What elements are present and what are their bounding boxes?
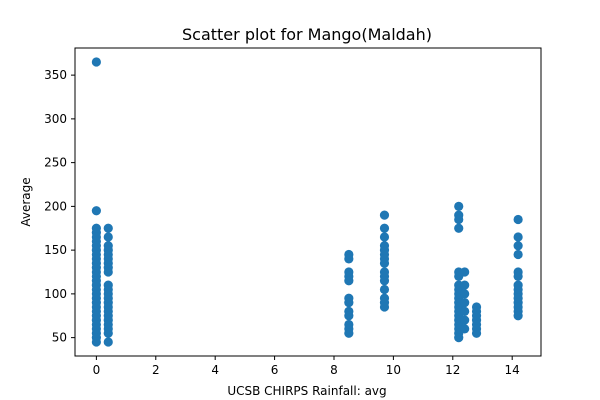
data-point [454,201,464,211]
y-tick-label: 350 [44,68,67,82]
data-point [513,214,523,225]
plot-frame [74,47,542,357]
data-point [471,328,482,338]
y-tick-label: 50 [52,331,67,345]
data-point [379,276,390,286]
y-axis: 50 100 150 200 250 300 350 [44,68,75,345]
data-point [379,258,390,268]
data-point [460,267,470,277]
data-point [460,324,470,334]
x-axis: 0 2 4 6 8 10 12 14 [93,356,520,377]
data-point [513,241,523,251]
data-point [454,333,464,343]
y-tick-label: 250 [44,156,67,170]
y-axis-title: Average [19,177,33,226]
x-tick-label: 14 [505,363,520,377]
x-tick-label: 0 [93,363,101,377]
y-tick-label: 200 [44,199,67,213]
data-point [344,254,354,264]
data-point [379,302,390,312]
chart-title: Scatter plot for Mango(Maldah) [182,25,432,44]
data-point [379,232,390,242]
data-point [460,298,470,308]
data-point [103,328,113,338]
data-point [454,214,464,225]
data-point [344,276,354,286]
x-tick-label: 2 [152,363,160,377]
y-tick-label: 300 [44,112,67,126]
x-tick-label: 12 [445,363,460,377]
data-point [103,223,113,233]
data-point [460,289,470,299]
data-point [454,223,464,233]
data-point [103,232,113,242]
x-axis-title: UCSB CHIRPS Rainfall: avg [227,384,386,398]
data-point [344,298,354,308]
data-point [513,271,523,281]
data-point [91,206,101,216]
data-point [513,249,523,260]
data-point [344,328,354,338]
data-point [460,315,470,325]
data-point [379,223,390,233]
data-point [103,267,113,277]
x-tick-label: 6 [271,363,279,377]
data-point [513,232,523,242]
data-point [460,306,470,316]
x-tick-label: 4 [211,363,219,377]
y-tick-label: 100 [44,287,67,301]
data-point [91,57,101,67]
scatter-points [91,57,523,347]
x-tick-label: 10 [386,363,401,377]
y-tick-label: 150 [44,243,67,257]
data-point [460,280,470,290]
data-point [91,337,101,347]
data-point [513,311,523,321]
x-tick-label: 8 [330,363,338,377]
data-point [379,210,390,220]
data-point [379,284,390,295]
data-point [103,337,113,347]
data-point [344,311,354,321]
